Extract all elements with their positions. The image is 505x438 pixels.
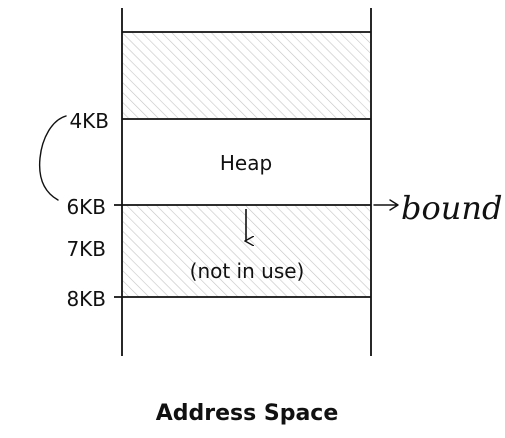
not-in-use-label: (not in use) xyxy=(190,259,305,283)
address-label-4kb: 4KB xyxy=(69,109,109,133)
handwritten-bound-arrow xyxy=(373,199,399,211)
bound-annotation: bound xyxy=(401,189,502,227)
address-label-6kb: 6KB xyxy=(66,195,106,219)
top-unused-region xyxy=(123,32,370,118)
heap-label: Heap xyxy=(220,151,272,175)
handwritten-bracket xyxy=(38,115,67,201)
address-label-8kb: 8KB xyxy=(66,287,106,311)
address-label-7kb: 7KB xyxy=(66,237,106,261)
diagram-title: Address Space xyxy=(156,401,339,426)
